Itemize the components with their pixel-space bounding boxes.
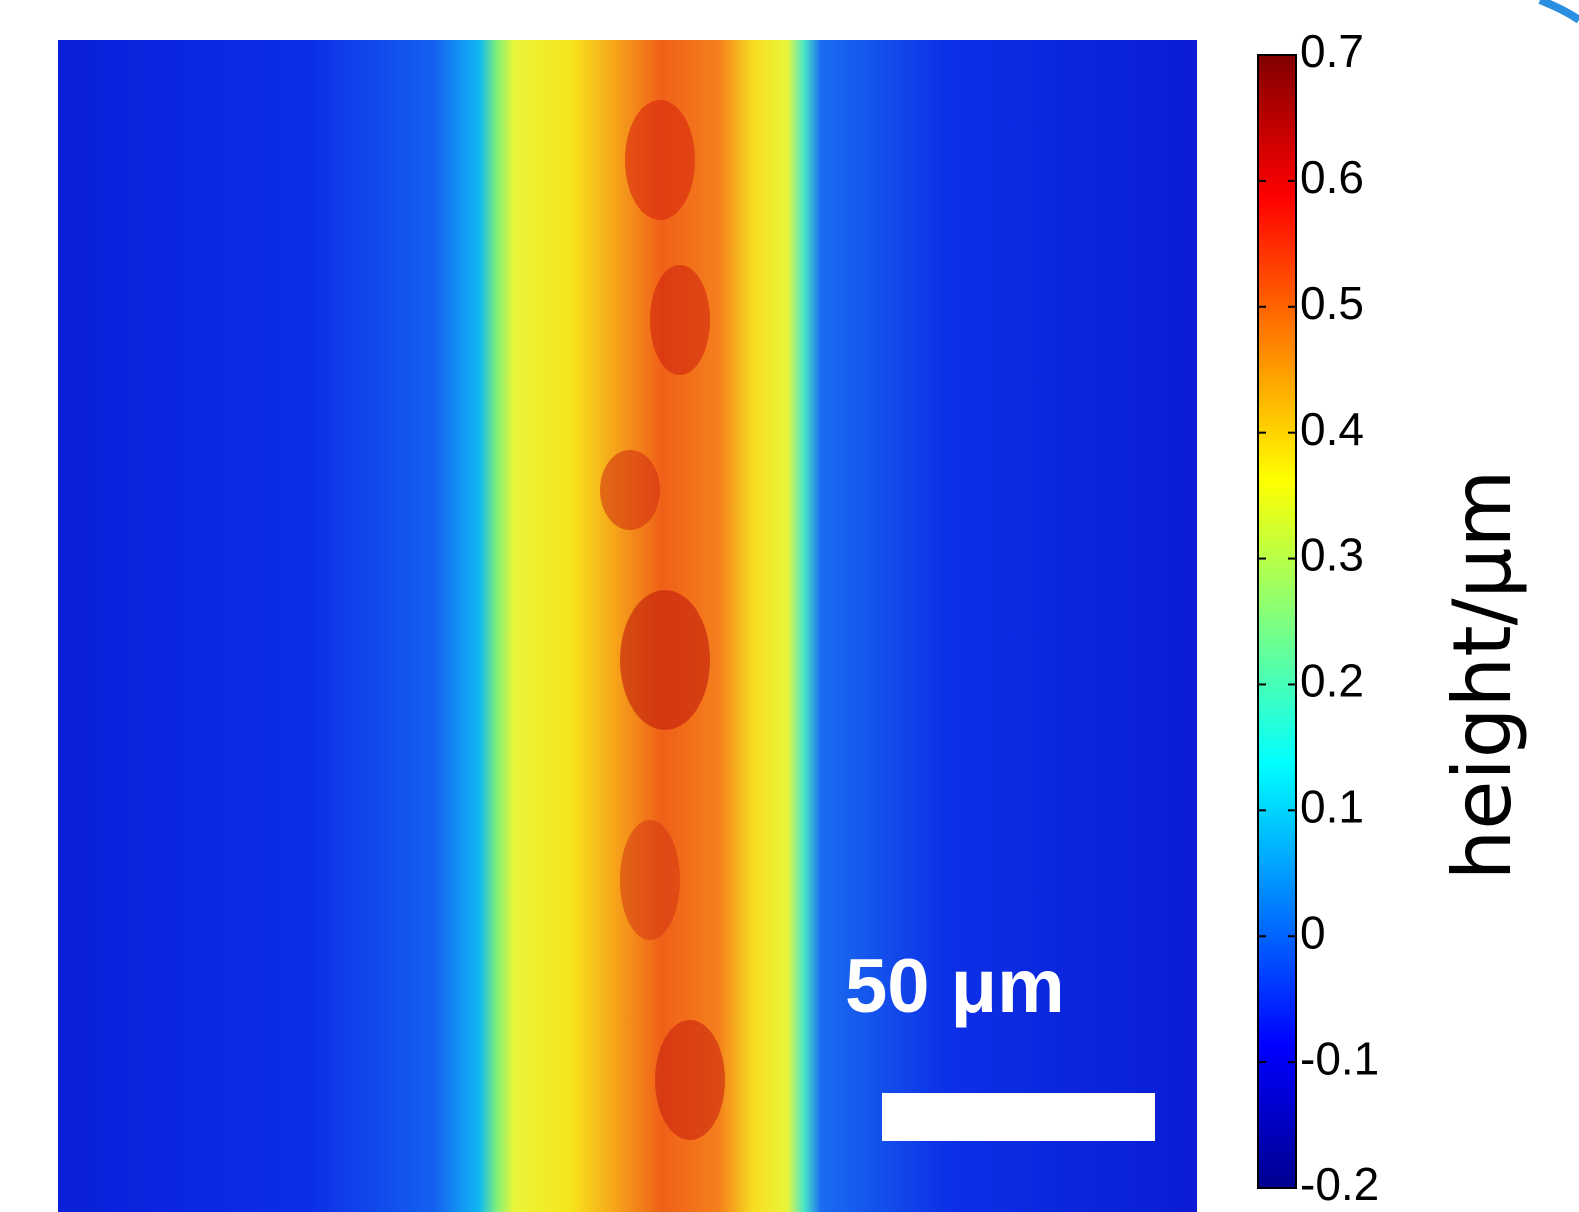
texture — [600, 450, 660, 530]
colorbar-tick-label: 0.4 — [1300, 403, 1364, 455]
colorbar-tick-label: 0 — [1300, 906, 1326, 958]
colorbar-tick-label: 0.3 — [1300, 529, 1364, 581]
colorbar-tick-label: 0.6 — [1300, 151, 1364, 203]
colorbar-tick-label: 0.2 — [1300, 655, 1364, 707]
scale-bar-label: 50 μm — [845, 944, 1065, 1029]
colorbar-label: height/μm — [1436, 470, 1529, 881]
colorbar-tick-label: -0.2 — [1300, 1158, 1379, 1210]
colorbar-tick-label: 0.5 — [1300, 277, 1364, 329]
height-map — [58, 40, 1197, 1212]
colorbar-tick-label: 0.7 — [1300, 25, 1364, 77]
corner-decoration — [1538, 0, 1579, 24]
colorbar-tick-label: 0.1 — [1300, 780, 1364, 832]
colorbar-tick-label: -0.1 — [1300, 1032, 1379, 1084]
texture — [650, 265, 710, 375]
texture — [655, 1020, 725, 1140]
scale-bar — [882, 1093, 1155, 1141]
texture — [625, 100, 695, 220]
texture — [620, 820, 680, 940]
texture — [620, 590, 710, 730]
colorbar — [1257, 54, 1297, 1189]
